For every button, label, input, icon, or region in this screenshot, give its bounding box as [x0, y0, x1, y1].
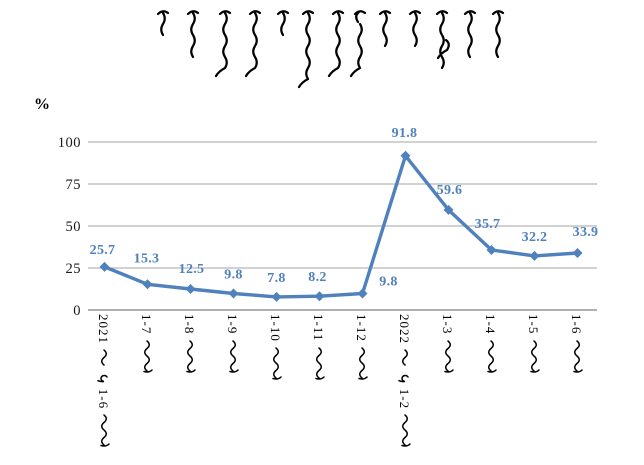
data-point-marker — [142, 279, 153, 290]
x-axis-label: 1-7 — [138, 314, 155, 374]
data-label: 9.8 — [379, 275, 397, 290]
x-axis-label: 1-9 — [224, 314, 241, 374]
x-axis-label: 2022 1-2 — [396, 314, 413, 448]
y-axis-tick-label: 75 — [66, 177, 82, 193]
x-axis-label: 1-5 — [525, 314, 542, 374]
mongolian-word-glyph — [271, 347, 282, 380]
data-label: 59.6 — [437, 183, 463, 198]
data-point-marker — [314, 291, 325, 302]
x-axis-label: 1-10 — [267, 314, 284, 381]
data-point-marker — [99, 261, 110, 272]
data-point-marker — [486, 245, 497, 256]
y-axis-tick-label: 50 — [66, 219, 82, 235]
title-script-glyphs — [157, 10, 505, 89]
data-point-marker — [529, 250, 540, 261]
mongolian-word-glyph — [100, 349, 107, 366]
x-axis-label-text: 1-6 — [568, 314, 584, 339]
x-axis-label-text: 1-8 — [181, 314, 197, 339]
data-point-marker — [185, 284, 196, 294]
x-axis-label-text: 2021 — [95, 314, 111, 349]
mongolian-word-glyph — [529, 339, 540, 373]
x-axis-label-text: 1-9 — [224, 314, 240, 339]
mongolian-word-glyph — [443, 339, 454, 373]
series-line — [102, 154, 580, 299]
x-axis-label: 1-12 — [353, 314, 370, 381]
x-axis-label-text: 2022 — [396, 314, 412, 349]
mongolian-word-glyph — [357, 347, 368, 380]
x-axis-label-text: 1-7 — [138, 314, 154, 339]
data-point-marker — [572, 248, 583, 259]
x-axis-label-text: 1-6 — [95, 384, 111, 414]
x-axis-label-text: 1-5 — [525, 314, 541, 339]
data-label: 25.7 — [90, 243, 116, 258]
x-axis-label-text: 1-11 — [310, 314, 326, 346]
x-axis-label: 1-4 — [482, 314, 499, 374]
x-axis-label: 1-11 — [310, 314, 327, 381]
mongolian-word-glyph — [185, 339, 196, 373]
y-axis-tick-label: 0 — [73, 303, 81, 319]
data-point-marker — [271, 291, 282, 302]
mongolian-word-glyph — [397, 374, 409, 382]
mongolian-word-glyph — [228, 339, 239, 373]
mongolian-word-glyph — [401, 349, 408, 366]
chart-title-mongolian-script — [157, 10, 505, 89]
mongolian-word-glyph — [400, 414, 411, 448]
mongolian-word-glyph — [96, 374, 108, 382]
x-axis-label-text: 1-12 — [353, 314, 369, 347]
x-axis-label-text: 1-2 — [396, 384, 412, 414]
mongolian-word-glyph — [314, 346, 325, 380]
data-label: 91.8 — [392, 126, 418, 141]
data-label: 33.9 — [573, 225, 599, 240]
data-label: 15.3 — [134, 251, 160, 266]
x-axis-label: 2021 1-6 — [95, 314, 112, 448]
x-axis-label-text: 1-10 — [267, 314, 283, 347]
data-label: 9.8 — [224, 268, 242, 283]
y-axis-tick-label: 100 — [58, 135, 81, 151]
data-label: 12.5 — [179, 262, 205, 277]
mongolian-word-glyph — [99, 414, 110, 448]
data-point-marker — [400, 150, 411, 161]
mongolian-word-glyph — [142, 339, 153, 373]
data-label: 7.8 — [267, 271, 285, 286]
mongolian-word-glyph — [572, 339, 583, 373]
x-axis-label-text: 1-3 — [439, 314, 455, 339]
data-point-marker — [357, 288, 368, 299]
data-label: 35.7 — [475, 217, 501, 232]
x-axis-label-text — [397, 368, 412, 372]
x-axis-label-text: 1-4 — [482, 314, 498, 339]
mongolian-word-glyph — [486, 339, 497, 373]
x-axis-label: 1-8 — [181, 314, 198, 374]
data-point-marker — [443, 204, 454, 215]
data-point-marker — [228, 288, 239, 299]
x-axis-label: 1-6 — [568, 314, 585, 374]
data-label: 8.2 — [308, 270, 326, 285]
x-axis-label-text — [96, 368, 111, 372]
y-axis-unit-label: % — [34, 96, 50, 113]
y-axis-tick-label: 25 — [66, 261, 82, 277]
data-label: 32.2 — [522, 230, 548, 245]
x-axis-label: 1-3 — [439, 314, 456, 374]
